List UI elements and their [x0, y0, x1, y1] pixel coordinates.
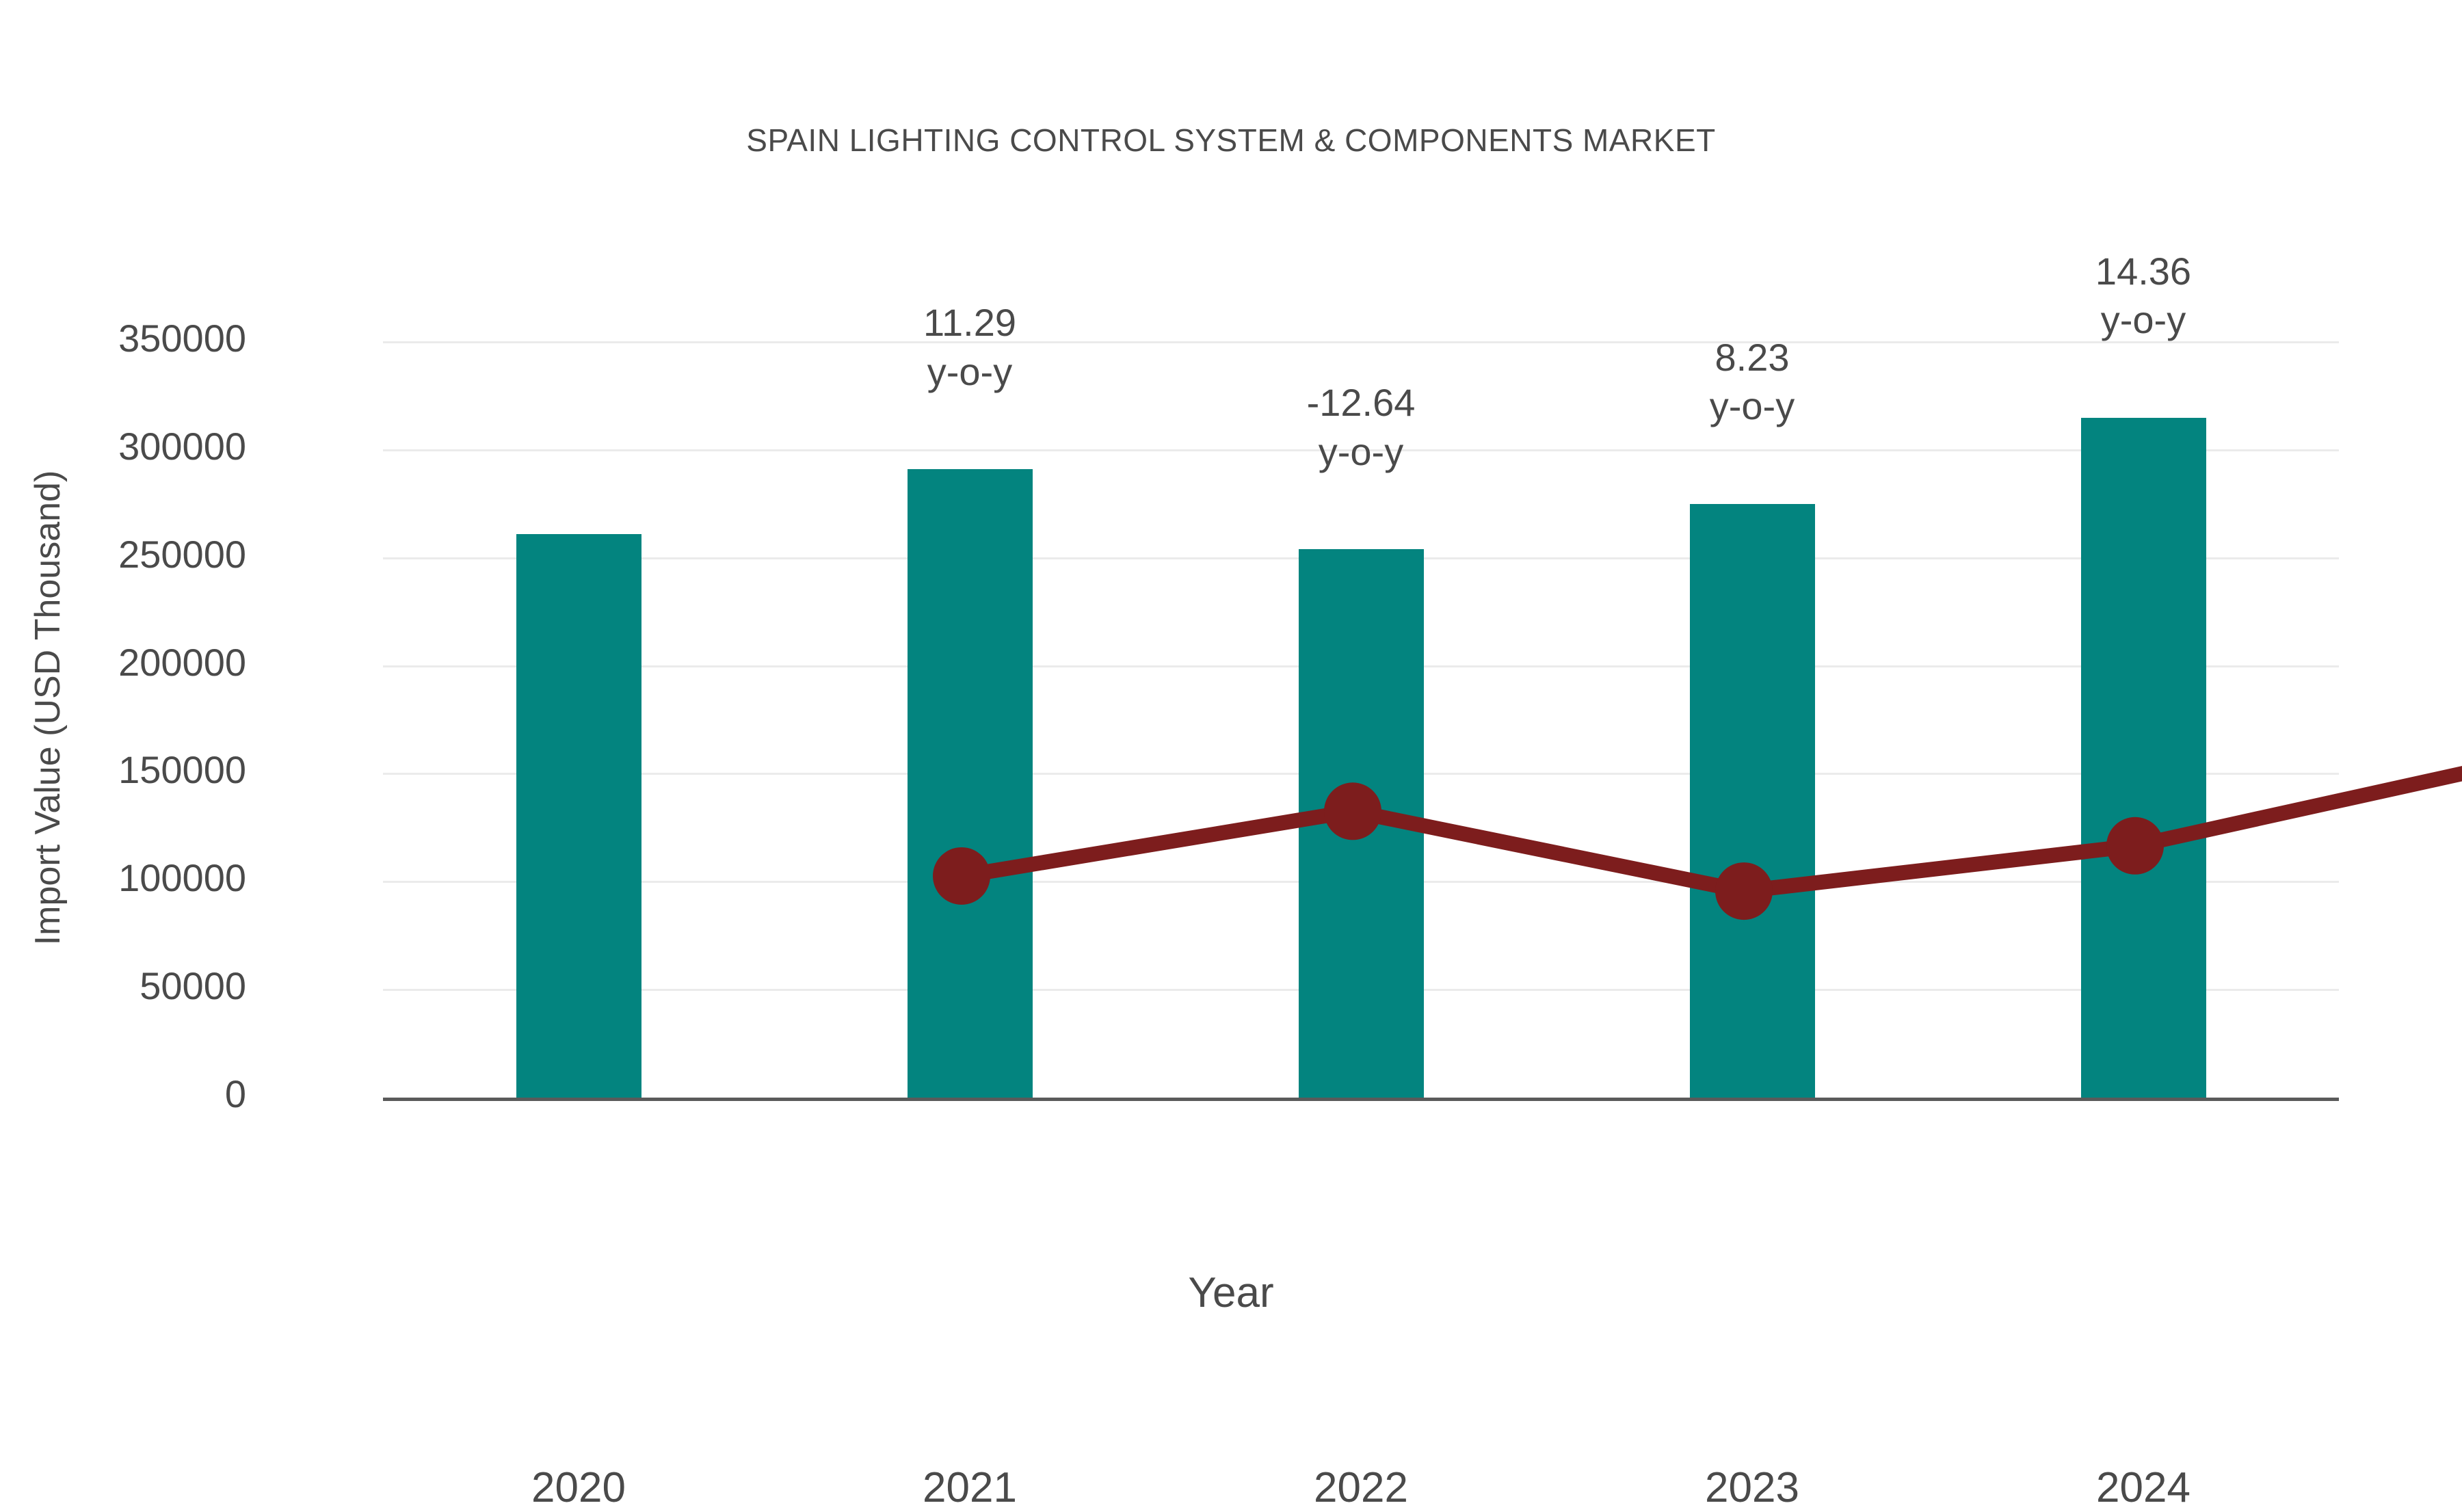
yoy-value: 14.36 — [2095, 249, 2192, 293]
yoy-annotation-2021: 11.29 y-o-y — [792, 298, 1148, 396]
y-axis-tick-label: 300000 — [118, 424, 246, 468]
yoy-suffix: y-o-y — [927, 349, 1013, 393]
chart-title: SPAIN LIGHTING CONTROL SYSTEM & COMPONEN… — [746, 122, 1716, 158]
x-axis-tick-label: 2021 — [923, 1464, 1017, 1511]
bar-2024[interactable] — [2080, 417, 2206, 1098]
gridline — [383, 341, 2339, 343]
y-axis-tick-label: 350000 — [118, 317, 246, 360]
x-axis-title: Year — [1188, 1269, 1274, 1316]
x-axis-tick-label: 2022 — [1314, 1464, 1408, 1511]
bar-2020[interactable] — [516, 533, 641, 1098]
yoy-value: 11.29 — [923, 301, 1016, 345]
plot-area: 0 50000 100000 150000 200000 250000 300000 3500… — [118, 250, 2462, 1511]
y-axis-tick-label: 250000 — [118, 532, 246, 576]
x-axis-baseline — [383, 1098, 2339, 1101]
bar-2022[interactable] — [1298, 549, 1424, 1098]
yoy-annotation-2024: 14.36 y-o-y — [1965, 247, 2321, 345]
chart-figure: SPAIN LIGHTING CONTROL SYSTEM & COMPONEN… — [28, 122, 2462, 1511]
y-axis-tick-label: 50000 — [140, 964, 246, 1008]
y-axis-tick-label: 150000 — [118, 748, 246, 792]
bar-2021[interactable] — [907, 469, 1033, 1098]
y-axis-tick-label: 100000 — [118, 856, 246, 900]
yoy-annotation-2023: 8.23 y-o-y — [1574, 333, 1930, 431]
yoy-suffix: y-o-y — [1318, 429, 1404, 473]
x-axis-tick-label: 2024 — [2096, 1464, 2190, 1511]
gridline — [383, 449, 2339, 451]
yoy-value: 8.23 — [1715, 335, 1790, 379]
yoy-suffix: y-o-y — [2100, 298, 2186, 342]
bar-2023[interactable] — [1689, 503, 1815, 1098]
x-axis-tick-label: 2020 — [531, 1464, 626, 1511]
yoy-value: -12.64 — [1306, 381, 1416, 425]
yoy-suffix: y-o-y — [1709, 384, 1795, 428]
yoy-annotation-2022: -12.64 y-o-y — [1183, 378, 1539, 476]
y-axis-tick-label: 0 — [224, 1072, 246, 1115]
y-axis-tick-label: 200000 — [118, 640, 246, 684]
x-axis-tick-label: 2023 — [1705, 1464, 1799, 1511]
